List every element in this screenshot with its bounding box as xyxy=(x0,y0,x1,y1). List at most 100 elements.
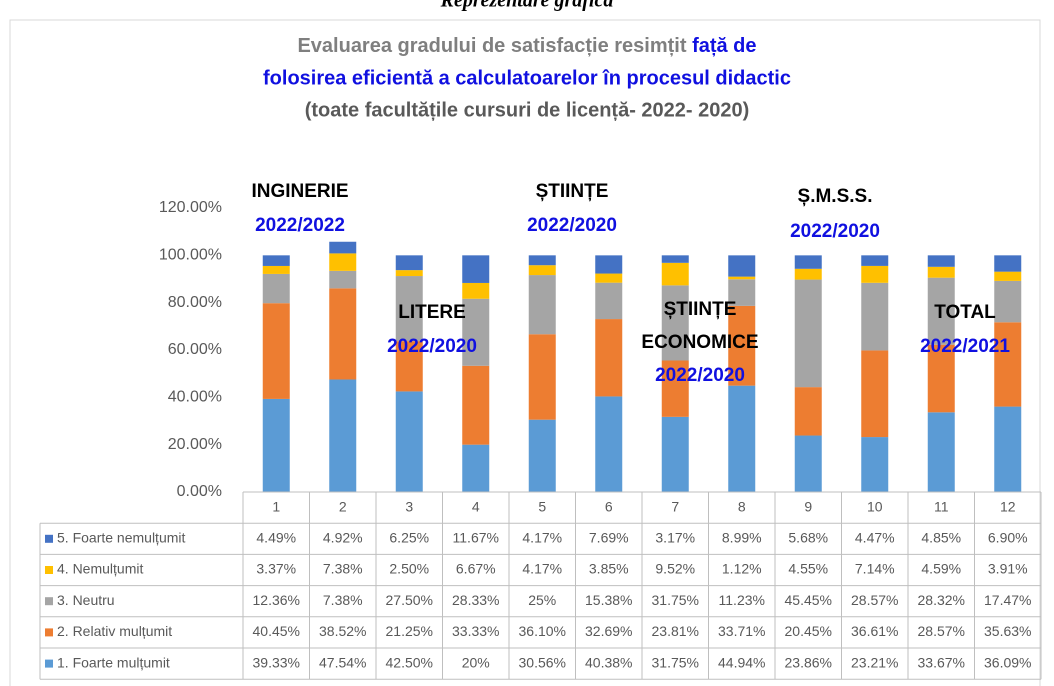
bar-segment xyxy=(395,270,423,277)
bar-segment xyxy=(262,255,290,266)
value-label: 23.21% xyxy=(851,654,898,670)
bar-segment xyxy=(595,282,623,320)
value-label: 3.85% xyxy=(589,561,629,577)
bar-segment xyxy=(329,379,357,492)
y-tick-label: 120.00% xyxy=(159,199,222,216)
annotation: INGINERIE xyxy=(251,181,348,202)
value-label: 4.55% xyxy=(788,561,828,577)
bar-segment xyxy=(528,419,556,492)
x-tick-label: 12 xyxy=(1000,498,1016,514)
bar-segment xyxy=(728,255,756,277)
bar-segment xyxy=(262,303,290,399)
bar-segment xyxy=(794,255,822,269)
bar-segment xyxy=(395,341,423,392)
x-tick-label: 8 xyxy=(738,498,746,514)
bar-segment xyxy=(861,265,889,283)
annotation: TOTAL xyxy=(934,302,996,323)
annotation: 2022/2021 xyxy=(920,336,1010,357)
value-label: 4.59% xyxy=(921,561,961,577)
annotation: Ș.M.S.S. xyxy=(798,186,873,207)
legend-label: 4. Nemulțumit xyxy=(57,561,143,577)
value-label: 36.10% xyxy=(519,623,566,639)
value-label: 23.86% xyxy=(785,654,832,670)
value-label: 4.17% xyxy=(522,530,562,546)
bar-segment xyxy=(329,270,357,289)
value-label: 6.25% xyxy=(389,530,429,546)
bar-segment xyxy=(661,416,689,492)
y-tick-label: 0.00% xyxy=(177,483,222,500)
value-label: 32.69% xyxy=(585,623,632,639)
x-tick-label: 4 xyxy=(472,498,480,514)
legend-swatch xyxy=(45,534,53,543)
value-label: 31.75% xyxy=(652,592,699,608)
legend-swatch xyxy=(45,628,53,637)
legend-label: 5. Foarte nemulțumit xyxy=(57,530,185,546)
bar-segment xyxy=(462,282,490,299)
bar-segment xyxy=(994,280,1022,323)
x-tick-label: 6 xyxy=(605,498,613,514)
value-label: 25% xyxy=(528,592,556,608)
chart-title: Evaluarea gradului de satisfacție resimț… xyxy=(297,35,756,57)
value-label: 35.63% xyxy=(984,623,1031,639)
legend-swatch xyxy=(45,566,53,574)
value-label: 6.67% xyxy=(456,561,496,577)
annotation: 2022/2020 xyxy=(527,215,617,236)
bar-segment xyxy=(661,262,689,286)
value-label: 4.47% xyxy=(855,530,895,546)
value-label: 36.61% xyxy=(851,623,898,639)
y-tick-label: 100.00% xyxy=(159,247,222,264)
legend-swatch xyxy=(45,597,53,606)
x-tick-label: 1 xyxy=(272,498,280,514)
value-label: 8.99% xyxy=(722,530,762,546)
bar-segment xyxy=(994,271,1022,281)
value-label: 12.36% xyxy=(253,592,300,608)
value-label: 30.56% xyxy=(519,654,566,670)
bar-segment xyxy=(462,365,490,445)
value-label: 3.17% xyxy=(655,530,695,546)
bar-segment xyxy=(728,385,756,492)
legend-label: 2. Relativ mulțumit xyxy=(57,623,172,639)
bar-segment xyxy=(262,265,290,274)
y-tick-label: 20.00% xyxy=(168,436,222,453)
bar-segment xyxy=(861,350,889,438)
value-label: 7.38% xyxy=(323,561,363,577)
x-tick-label: 11 xyxy=(934,498,949,514)
bar-segment xyxy=(927,412,955,492)
value-label: 31.75% xyxy=(652,654,699,670)
value-label: 28.32% xyxy=(918,592,965,608)
value-label: 1.12% xyxy=(722,561,762,577)
bar-segment xyxy=(927,255,955,267)
annotation: 2022/2022 xyxy=(255,215,345,236)
annotation: 2022/2020 xyxy=(387,336,477,357)
y-tick-label: 40.00% xyxy=(168,389,222,406)
legend-label: 1. Foarte mulțumit xyxy=(57,654,170,670)
bar-segment xyxy=(994,255,1022,272)
value-label: 28.57% xyxy=(918,623,965,639)
x-tick-label: 10 xyxy=(867,498,883,514)
y-tick-label: 80.00% xyxy=(168,294,222,311)
bar-segment xyxy=(861,255,889,266)
value-label: 42.50% xyxy=(386,654,433,670)
bar-segment xyxy=(927,277,955,345)
heading-bg xyxy=(380,0,680,12)
value-label: 11.67% xyxy=(453,530,499,546)
value-label: 23.81% xyxy=(652,623,699,639)
value-label: 40.38% xyxy=(585,654,632,670)
bar-segment xyxy=(927,344,955,413)
annotation: 2022/2020 xyxy=(655,365,745,386)
value-label: 4.92% xyxy=(323,530,363,546)
bar-segment xyxy=(528,255,556,266)
value-label: 4.49% xyxy=(256,530,296,546)
bar-segment xyxy=(462,444,490,492)
title-part: față de xyxy=(692,35,756,57)
bar-segment xyxy=(994,322,1022,407)
value-label: 9.52% xyxy=(655,561,695,577)
value-label: 7.69% xyxy=(589,530,629,546)
bar-segment xyxy=(595,273,623,283)
x-tick-label: 9 xyxy=(804,498,812,514)
value-label: 3.37% xyxy=(256,561,296,577)
bar-segment xyxy=(661,255,689,263)
annotation: 2022/2020 xyxy=(790,221,880,242)
x-tick-label: 7 xyxy=(671,498,679,514)
